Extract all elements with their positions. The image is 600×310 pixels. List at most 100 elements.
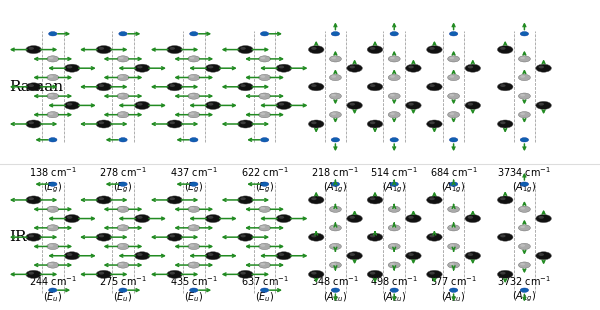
Circle shape <box>279 253 284 256</box>
Circle shape <box>311 47 317 50</box>
Circle shape <box>350 253 355 256</box>
Circle shape <box>259 262 271 268</box>
Circle shape <box>518 262 530 268</box>
Circle shape <box>409 66 414 69</box>
Circle shape <box>119 138 127 142</box>
Text: $(E_u)$: $(E_u)$ <box>255 290 274 304</box>
Circle shape <box>520 244 525 247</box>
Text: $(E_u)$: $(E_u)$ <box>43 290 62 304</box>
Circle shape <box>47 262 59 268</box>
Circle shape <box>241 197 246 200</box>
Text: 138 cm$^{-1}$: 138 cm$^{-1}$ <box>29 165 77 179</box>
Circle shape <box>500 272 506 275</box>
Circle shape <box>190 226 194 228</box>
Circle shape <box>188 74 200 81</box>
Circle shape <box>388 56 400 62</box>
Text: $(E_g)$: $(E_g)$ <box>43 180 62 195</box>
Circle shape <box>260 288 269 292</box>
Circle shape <box>241 272 246 275</box>
Circle shape <box>67 216 73 219</box>
Text: $(E_g)$: $(E_g)$ <box>113 180 133 195</box>
Circle shape <box>188 206 200 212</box>
Circle shape <box>260 226 265 228</box>
Circle shape <box>167 233 182 241</box>
Circle shape <box>518 56 530 62</box>
Circle shape <box>430 272 435 275</box>
Circle shape <box>117 206 129 212</box>
Circle shape <box>260 32 269 36</box>
Text: 577 cm$^{-1}$: 577 cm$^{-1}$ <box>430 275 477 288</box>
Circle shape <box>238 270 253 278</box>
Circle shape <box>390 57 395 59</box>
Circle shape <box>390 113 395 115</box>
Circle shape <box>47 56 59 62</box>
Circle shape <box>188 112 200 118</box>
Circle shape <box>465 215 481 223</box>
Circle shape <box>29 272 34 275</box>
Text: IR: IR <box>10 230 27 244</box>
Circle shape <box>117 74 129 81</box>
Text: 622 cm$^{-1}$: 622 cm$^{-1}$ <box>241 165 289 179</box>
Circle shape <box>308 196 324 204</box>
Circle shape <box>99 47 104 50</box>
Circle shape <box>276 101 292 109</box>
Circle shape <box>390 94 395 96</box>
Circle shape <box>347 215 362 223</box>
Circle shape <box>260 94 265 96</box>
Circle shape <box>518 206 530 212</box>
Circle shape <box>449 57 454 59</box>
Text: $(A_{1g})$: $(A_{1g})$ <box>442 180 466 195</box>
Circle shape <box>119 57 124 59</box>
Circle shape <box>119 113 124 115</box>
Circle shape <box>370 84 376 87</box>
Circle shape <box>409 253 414 256</box>
Circle shape <box>520 288 529 292</box>
Circle shape <box>119 288 127 292</box>
Text: 3734 cm$^{-1}$: 3734 cm$^{-1}$ <box>497 165 551 179</box>
Circle shape <box>167 46 182 54</box>
Circle shape <box>96 46 112 54</box>
Circle shape <box>329 225 341 231</box>
Circle shape <box>500 122 506 124</box>
Circle shape <box>430 122 435 124</box>
Circle shape <box>279 66 284 69</box>
Circle shape <box>259 56 271 62</box>
Circle shape <box>137 253 143 256</box>
Circle shape <box>536 64 551 72</box>
Circle shape <box>190 75 194 78</box>
Circle shape <box>205 64 221 72</box>
Circle shape <box>449 32 458 36</box>
Circle shape <box>137 216 143 219</box>
Circle shape <box>49 32 57 36</box>
Circle shape <box>311 235 317 237</box>
Circle shape <box>205 215 221 223</box>
Circle shape <box>331 226 336 228</box>
Circle shape <box>308 233 324 241</box>
Circle shape <box>119 207 124 210</box>
Circle shape <box>170 47 175 50</box>
Circle shape <box>259 243 271 250</box>
Circle shape <box>518 225 530 231</box>
Circle shape <box>67 66 73 69</box>
Circle shape <box>134 64 150 72</box>
Text: $(A_{1g})$: $(A_{1g})$ <box>382 180 406 195</box>
Circle shape <box>539 253 544 256</box>
Text: 278 cm$^{-1}$: 278 cm$^{-1}$ <box>99 165 147 179</box>
Circle shape <box>188 262 200 268</box>
Circle shape <box>208 216 214 219</box>
Circle shape <box>260 207 265 210</box>
Circle shape <box>329 56 341 62</box>
Circle shape <box>388 112 400 118</box>
Circle shape <box>99 84 104 87</box>
Circle shape <box>26 83 41 91</box>
Circle shape <box>119 226 124 228</box>
Text: 218 cm$^{-1}$: 218 cm$^{-1}$ <box>311 165 359 179</box>
Circle shape <box>190 263 194 265</box>
Circle shape <box>188 93 200 99</box>
Circle shape <box>260 57 265 59</box>
Circle shape <box>260 138 269 142</box>
Circle shape <box>26 46 41 54</box>
Circle shape <box>448 93 460 99</box>
Circle shape <box>518 112 530 118</box>
Circle shape <box>468 103 473 106</box>
